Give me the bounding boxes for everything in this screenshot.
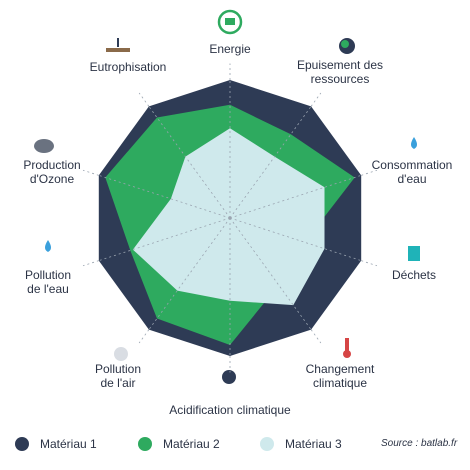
spoke-ext [361,260,378,267]
source: Source : batlab.fr [381,438,458,449]
icon-drop-water [45,240,51,252]
spoke [148,106,231,219]
spoke-ext [310,92,322,107]
spoke-ext [82,260,99,267]
legend-label: Matériau 1 [40,437,97,451]
spoke [98,217,231,262]
icon-energy-plug [225,18,235,25]
spoke [229,174,362,219]
icon-acid [222,370,236,384]
axis-label: Eutrophisation [89,60,167,74]
icon-globe-land [341,40,349,48]
spoke [229,217,312,330]
icon-cloud-air [114,347,128,361]
axis-label: Déchets [391,268,437,282]
icon-thermo [345,338,349,352]
legend-label: Matériau 2 [163,437,220,451]
legend-swatch [260,437,274,451]
axis-label: Pollution de l'eau [24,268,72,296]
axis-label: Epuisement des ressources [296,58,384,86]
spoke [148,217,231,330]
axis-label: Acidification climatique [169,403,291,417]
icon-cloud-ozone [34,139,54,153]
icon-drop [411,137,417,149]
spoke [98,174,231,219]
spoke [229,217,362,262]
icon-soil [106,48,130,52]
spoke-ext [138,329,150,344]
icon-bin [408,246,420,261]
legend-label: Matériau 3 [285,437,342,451]
spoke-ext [310,329,322,344]
spoke-ext [138,92,150,107]
icon-thermo-bulb [343,350,351,358]
legend-swatch [138,437,152,451]
axis-label: Changement climatique [305,362,375,390]
spoke [229,106,312,219]
icons [34,9,420,384]
axis-label: Energie [209,42,251,56]
icon-energy [217,9,243,35]
axis-label: Production d'Ozone [23,158,81,186]
icon-arrow [117,38,119,47]
legend-swatch [15,437,29,451]
axis-label: Pollution de l'air [94,362,142,390]
axis-label: Consommation d'eau [371,158,453,186]
